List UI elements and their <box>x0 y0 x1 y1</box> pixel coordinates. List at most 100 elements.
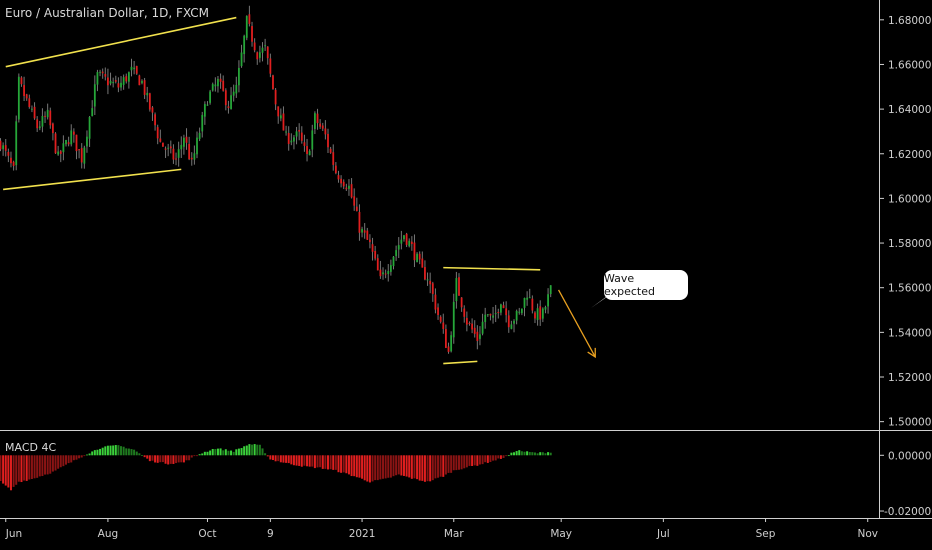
macd-bar <box>261 448 264 456</box>
candle-body <box>316 113 319 124</box>
candle-body <box>392 256 395 267</box>
candle-body <box>403 235 405 240</box>
macd-bar <box>80 455 83 458</box>
macd-bar <box>366 455 369 482</box>
macd-bar <box>237 448 240 456</box>
candle-body <box>416 253 418 263</box>
candle-body <box>86 136 88 147</box>
time-tick-label: Jul <box>656 528 670 540</box>
candle-body <box>379 269 382 277</box>
candle-body <box>75 134 78 152</box>
candle-body <box>536 308 539 321</box>
macd-bar <box>243 446 246 456</box>
candle-body <box>201 114 204 132</box>
macd-bar <box>426 455 429 482</box>
macd-bar <box>533 452 536 456</box>
candle-body <box>172 148 175 160</box>
candle-body <box>120 82 122 88</box>
macd-bar <box>547 452 550 456</box>
macd-bar <box>408 455 411 478</box>
time-axis[interactable]: Jun Aug Oct 9 2021 Mar May Jul Sep Nov <box>5 518 878 540</box>
candle-body <box>327 133 329 148</box>
macd-bar <box>33 455 36 479</box>
macd-bar <box>282 455 285 463</box>
macd-bar <box>59 455 62 468</box>
candle-body <box>54 133 57 154</box>
price-tick-label: 1.60000 <box>888 193 931 205</box>
macd-bar <box>355 455 358 478</box>
candle-body <box>222 80 225 91</box>
macd-bar <box>321 455 324 469</box>
candle-body <box>114 80 117 82</box>
candle-body <box>374 250 377 259</box>
macd-bar <box>316 455 319 468</box>
macd-bar <box>468 455 471 466</box>
candle-body <box>59 151 62 154</box>
candle-body <box>62 143 65 153</box>
macd-bar <box>515 451 518 456</box>
candle-body <box>502 305 505 309</box>
macd-bar <box>327 455 329 470</box>
candle-body <box>17 76 20 120</box>
candle-body <box>185 136 188 143</box>
candle-body <box>104 73 107 77</box>
macd-bar <box>190 455 193 458</box>
candle-body <box>33 106 36 119</box>
candle-body <box>300 132 303 141</box>
candle-body <box>274 89 277 105</box>
macd-bar <box>216 448 219 456</box>
candle-body <box>264 45 267 47</box>
macd-bar <box>135 451 138 456</box>
macd-bar <box>332 455 335 470</box>
macd-bar <box>78 455 81 459</box>
candle-body <box>72 131 75 135</box>
candle-body <box>78 149 80 151</box>
macd-bar <box>531 452 534 456</box>
macd-bar <box>311 455 314 467</box>
candle-body <box>272 75 274 90</box>
price-axis[interactable]: 1.68000 1.66000 1.64000 1.62000 1.60000 1.580… <box>880 15 931 429</box>
macd-bar <box>306 455 309 467</box>
candle-body <box>371 244 374 252</box>
macd-bar <box>201 453 204 456</box>
macd-bar <box>114 445 117 456</box>
candle-body <box>224 90 227 106</box>
macd-bar <box>196 455 198 457</box>
macd-bar <box>44 455 47 475</box>
candle-body <box>125 76 128 82</box>
candle-body <box>214 84 217 87</box>
macd-bar <box>279 455 282 463</box>
macd-bar <box>227 450 230 456</box>
candle-body <box>437 307 439 315</box>
candle-body <box>127 72 130 82</box>
candle-body <box>217 78 219 87</box>
macd-bar <box>70 455 73 463</box>
candle-body <box>515 311 518 321</box>
macd-bar <box>133 449 136 456</box>
candle-body <box>450 335 453 352</box>
candle-body <box>96 72 99 85</box>
macd-bar <box>9 455 12 491</box>
candle-body <box>303 142 306 146</box>
candle-body <box>188 143 191 160</box>
macd-bar <box>471 455 474 467</box>
macd-bar <box>96 449 99 456</box>
macd-bar <box>7 455 10 488</box>
candle-body <box>400 239 403 244</box>
candle-body <box>46 109 49 118</box>
candle-body <box>12 161 15 166</box>
candle-body <box>91 108 94 117</box>
price-tick-label: 1.52000 <box>888 372 931 384</box>
candle-body <box>49 110 52 126</box>
price-tick-label: 1.56000 <box>888 283 931 295</box>
macd-bar <box>392 455 395 477</box>
candle-body <box>15 121 18 166</box>
candle-body <box>340 178 342 184</box>
macd-bar <box>324 455 327 469</box>
candle-body <box>70 130 73 145</box>
candle-body <box>468 322 471 324</box>
price-tick-label: 1.54000 <box>888 327 931 339</box>
annotation-callout[interactable]: Wave expected <box>604 270 688 300</box>
macd-bar <box>486 455 489 463</box>
